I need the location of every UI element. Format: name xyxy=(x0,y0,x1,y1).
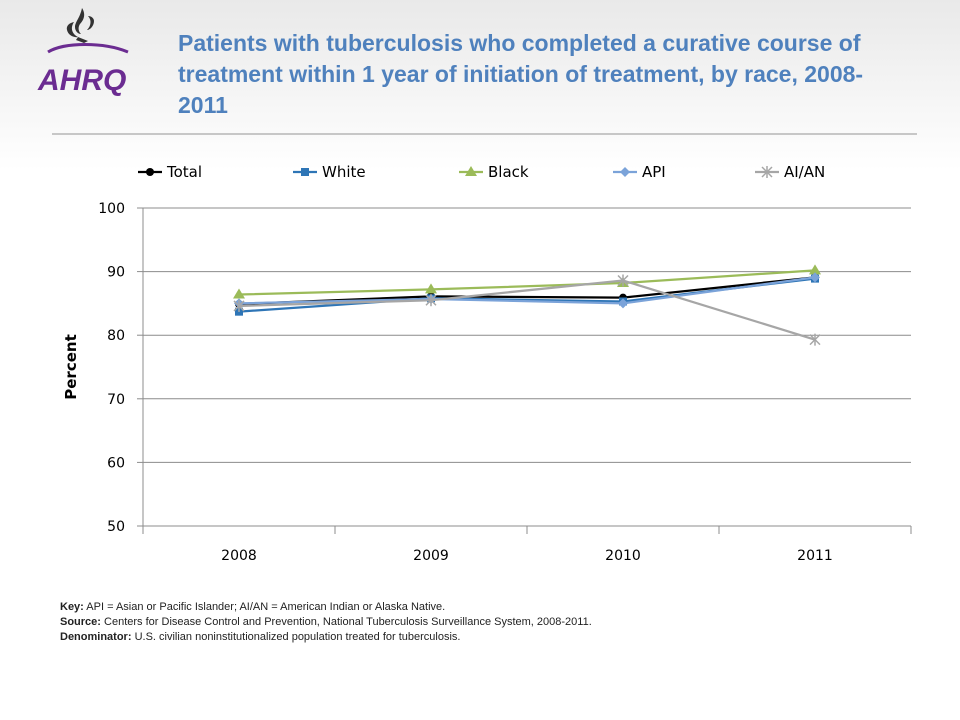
x-tick-label: 2010 xyxy=(605,548,641,564)
legend-marker xyxy=(301,168,309,176)
chart-legend: Total White Black API AI/AN xyxy=(138,163,825,181)
series-black xyxy=(233,264,821,299)
series-line-white xyxy=(238,277,816,313)
data-point-ai-an xyxy=(617,274,629,287)
data-point-black xyxy=(425,283,437,294)
ahrq-logo: AHRQ xyxy=(34,6,144,98)
legend-item-total: Total xyxy=(138,163,202,181)
chart-notes: Key: API = Asian or Pacific Islander; AI… xyxy=(60,600,920,645)
y-tick-label: 100 xyxy=(98,201,125,217)
legend-label: White xyxy=(322,163,366,181)
y-tick-label: 70 xyxy=(107,392,125,408)
line-chart: Total White Black API AI/AN 50 60 70 80 90 100 20… xyxy=(62,163,912,564)
y-tick-label: 90 xyxy=(107,265,125,281)
series-line-black xyxy=(238,269,816,296)
x-tick-label: 2009 xyxy=(413,548,449,564)
legend-marker xyxy=(465,166,477,176)
legend-item-ai-an: AI/AN xyxy=(755,163,825,181)
page-title: Patients with tuberculosis who completed… xyxy=(178,30,864,118)
data-point-black xyxy=(809,264,821,275)
y-tick-label: 50 xyxy=(107,519,125,535)
legend-label: API xyxy=(642,163,666,181)
denominator-note: Denominator: U.S. civilian noninstitutio… xyxy=(60,631,461,643)
x-axis-ticks: 2008 2009 2010 2011 xyxy=(221,548,833,564)
y-axis-ticks: 50 60 70 80 90 100 xyxy=(98,201,125,535)
series-line-api xyxy=(238,276,816,305)
legend-marker xyxy=(620,167,630,177)
y-tick-label: 60 xyxy=(107,455,125,471)
x-tick-label: 2008 xyxy=(221,548,257,564)
chart-series xyxy=(233,264,821,346)
legend-label: Black xyxy=(488,163,529,181)
chart-gridlines xyxy=(143,207,911,527)
y-tick-label: 80 xyxy=(107,328,125,344)
key-note: Key: API = Asian or Pacific Islander; AI… xyxy=(60,601,446,613)
chart-axes xyxy=(137,207,912,534)
legend-label: Total xyxy=(166,163,202,181)
data-point-api xyxy=(618,298,628,309)
title-divider xyxy=(52,133,917,135)
logo-text: AHRQ xyxy=(37,64,126,97)
legend-item-white: White xyxy=(293,163,366,181)
series-white xyxy=(235,274,819,316)
data-point-ai-an xyxy=(809,333,821,346)
data-point-ai-an xyxy=(233,299,245,312)
series-line-ai-an xyxy=(238,279,816,341)
legend-marker xyxy=(146,168,154,176)
data-point-black xyxy=(233,288,245,299)
x-tick-label: 2011 xyxy=(797,548,833,564)
data-point-ai-an xyxy=(425,294,437,307)
legend-item-api: API xyxy=(613,163,666,181)
series-ai-an xyxy=(233,274,821,346)
legend-label: AI/AN xyxy=(784,163,825,181)
hhs-eagle-icon xyxy=(66,8,94,43)
legend-marker xyxy=(761,166,773,178)
data-point-api xyxy=(810,272,820,283)
y-axis-label: Percent xyxy=(62,334,80,399)
legend-item-black: Black xyxy=(459,163,529,181)
source-note: Source: Centers for Disease Control and … xyxy=(60,616,592,628)
